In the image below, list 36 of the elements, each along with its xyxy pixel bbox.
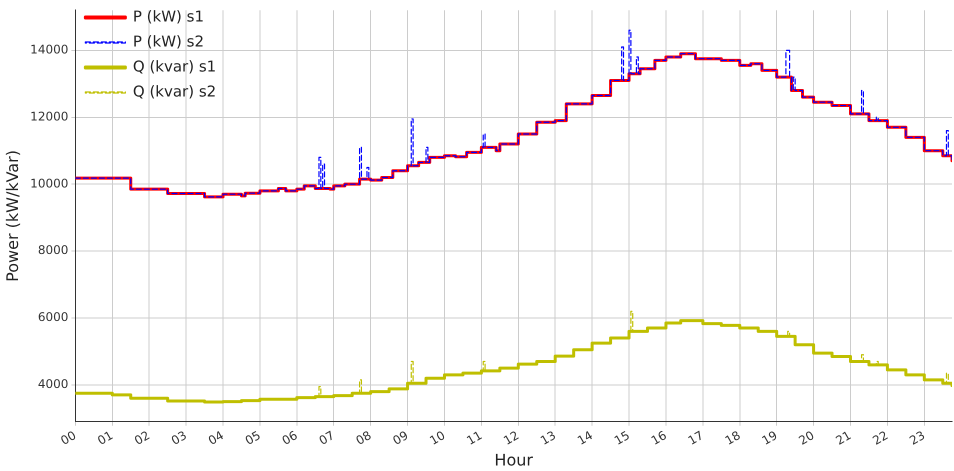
y-tick-label: 8000 xyxy=(38,243,68,258)
x-tick-label: 04 xyxy=(206,428,226,448)
x-tick-label: 02 xyxy=(132,428,152,448)
x-tick-label: 10 xyxy=(427,428,448,448)
y-tick-label: 10000 xyxy=(30,176,68,190)
x-tick-label: 22 xyxy=(870,428,890,448)
y-tick-label: 4000 xyxy=(38,377,68,392)
x-tick-label: 11 xyxy=(464,428,484,448)
x-tick-label: 12 xyxy=(501,428,522,448)
x-tick-label: 08 xyxy=(353,428,374,448)
x-tick-label: 17 xyxy=(686,428,706,448)
x-tick-label: 07 xyxy=(316,428,337,448)
y-tick-label: 14000 xyxy=(30,42,68,56)
y-axis-title: Power (kW/kVar) xyxy=(2,150,22,282)
x-tick-label: 15 xyxy=(612,428,632,448)
legend-label: P (kW) s2 xyxy=(132,32,204,50)
x-tick-label: 21 xyxy=(833,428,854,448)
x-tick-label: 13 xyxy=(538,428,558,448)
x-tick-label: 16 xyxy=(648,428,670,448)
legend-label: P (kW) s1 xyxy=(132,7,204,26)
x-tick-label: 19 xyxy=(760,428,780,448)
x-tick-label: 23 xyxy=(907,428,928,448)
x-tick-label: 09 xyxy=(390,428,411,448)
legend-label: Q (kvar) s2 xyxy=(132,82,216,100)
x-tick-label: 05 xyxy=(242,428,263,448)
x-tick-label: 18 xyxy=(722,428,743,448)
x-tick-label: 14 xyxy=(574,428,596,448)
y-tick-label: 12000 xyxy=(30,109,68,124)
x-tick-label: 01 xyxy=(95,428,116,448)
x-tick-label: 06 xyxy=(280,428,300,448)
y-tick-label: 6000 xyxy=(38,310,68,324)
x-tick-label: 00 xyxy=(58,428,78,448)
x-axis-title: Hour xyxy=(494,450,534,470)
legend-label: Q (kvar) s1 xyxy=(132,57,216,76)
x-tick-label: 03 xyxy=(168,428,190,448)
x-tick-label: 20 xyxy=(796,428,817,448)
